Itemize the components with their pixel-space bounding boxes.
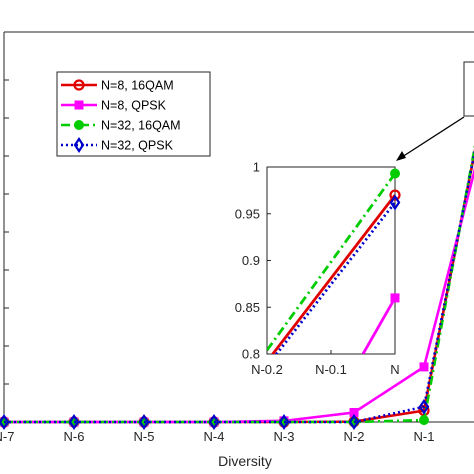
- x-tick-label: N-1: [414, 429, 435, 444]
- inset-y-tick-label: 0.85: [235, 300, 260, 315]
- inset-x-tick-label: N-0.1: [315, 362, 347, 377]
- data-point: [419, 362, 429, 372]
- series-line: [4, 149, 474, 424]
- data-point: [208, 414, 220, 430]
- data-point: [68, 414, 80, 430]
- x-tick-label: N-2: [344, 429, 365, 444]
- legend-marker: [73, 79, 85, 91]
- inset-series-line: [270, 194, 395, 354]
- inset-arrow: [396, 116, 465, 161]
- legend-entry: N=8, 16QAM: [101, 79, 174, 93]
- inset-data-point: [390, 168, 400, 179]
- legend: N=8, 16QAM N=8, QPSK N=32, 16QAM N=32, QPSK: [56, 71, 211, 157]
- inset-y-tick-label: 0.8: [242, 347, 260, 362]
- x-tick-label: N-7: [0, 429, 14, 444]
- data-point: [348, 414, 360, 430]
- x-axis-label: Diversity: [218, 453, 272, 469]
- annotation-box-frame: [463, 61, 474, 117]
- annotation-box: [463, 61, 474, 117]
- legend-marker: [73, 137, 85, 153]
- inset-y-tick-label: 0.9: [242, 253, 260, 268]
- data-point: [419, 415, 429, 426]
- inset-series-line: [267, 172, 395, 352]
- inset-data-point: [389, 189, 401, 201]
- inset-data-point: [389, 194, 401, 211]
- inset-x-tick-label: N-0.2: [251, 362, 283, 377]
- data-point: [0, 414, 10, 430]
- legend-marker: [74, 100, 84, 110]
- main-tick-labels: N-7N-6N-5N-4N-3N-2N-1N: [0, 429, 435, 444]
- inset-plot: 0.8 0.85 0.9 0.95 1 N-0.2 N-0.1 N: [235, 160, 401, 377]
- data-point: [278, 414, 290, 430]
- arrow-shaft: [401, 116, 465, 158]
- inset-y-tick-label: 1: [253, 160, 260, 175]
- inset-series-line: [361, 297, 395, 354]
- x-tick-label: N-6: [64, 429, 85, 444]
- data-point: [138, 414, 150, 430]
- legend-entry: N=32, 16QAM: [101, 119, 181, 133]
- x-tick-label: N-5: [134, 429, 155, 444]
- inset-y-tick-label: 0.95: [235, 206, 260, 221]
- inset-x-tick-label: N: [390, 362, 399, 377]
- inset-data-point: [390, 293, 400, 303]
- data-point: [418, 398, 430, 415]
- series-3: [0, 149, 474, 430]
- x-tick-label: N-3: [274, 429, 295, 444]
- inset-series-layer: [267, 172, 395, 354]
- legend-entry: N=32, QPSK: [101, 139, 174, 153]
- legend-marker: [74, 120, 84, 130]
- arrow-head: [396, 151, 406, 161]
- inset-frame: [266, 166, 396, 355]
- main-series-layer: [0, 144, 474, 430]
- legend-entry: N=8, QPSK: [101, 99, 167, 113]
- x-tick-label: N-4: [204, 429, 225, 444]
